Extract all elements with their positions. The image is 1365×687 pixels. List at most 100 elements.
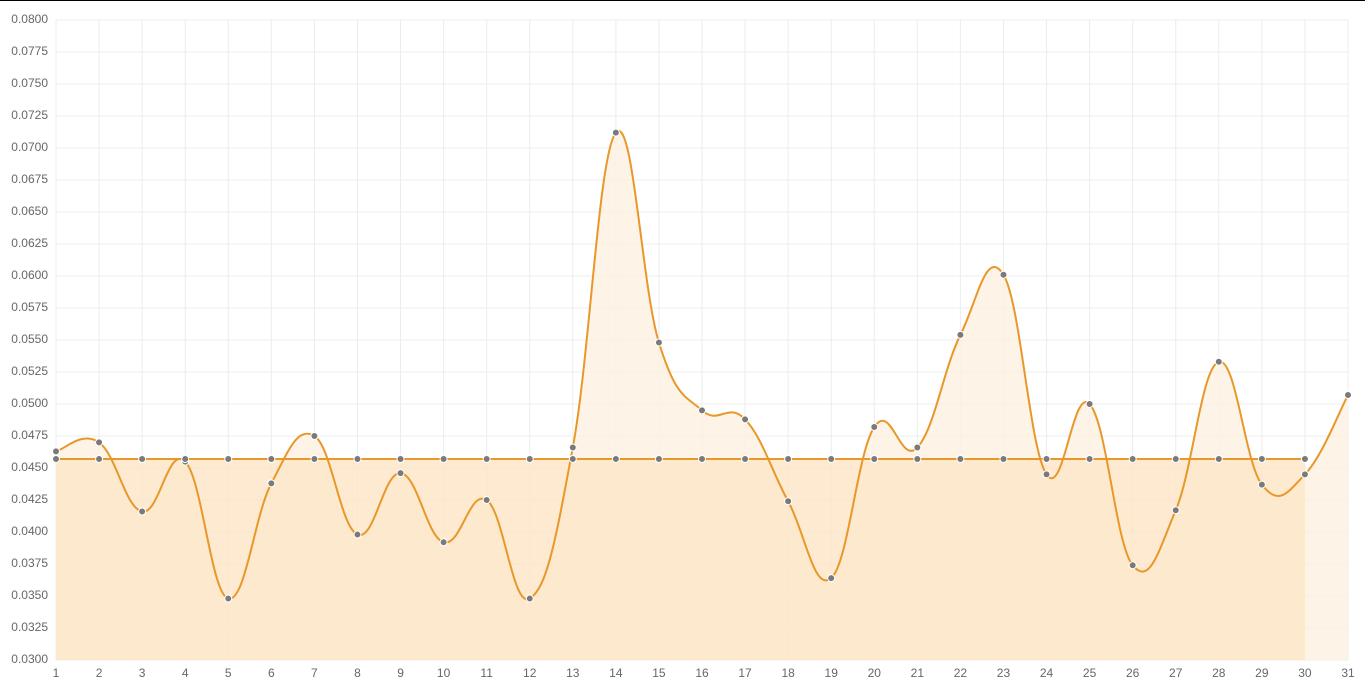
point [611, 455, 620, 464]
x-tick-label: 8 [354, 666, 361, 680]
point [827, 455, 836, 464]
point [396, 455, 405, 464]
x-tick-label: 9 [397, 666, 404, 680]
point [913, 455, 922, 464]
y-tick-label: 0.0525 [11, 364, 48, 378]
y-tick-label: 0.0625 [11, 236, 48, 250]
x-tick-label: 25 [1083, 666, 1097, 680]
point [741, 415, 750, 424]
point [999, 270, 1008, 279]
x-tick-label: 3 [139, 666, 146, 680]
point [224, 594, 233, 603]
point [913, 443, 922, 452]
x-tick-label: 12 [523, 666, 537, 680]
x-tick-label: 17 [738, 666, 752, 680]
x-tick-label: 24 [1040, 666, 1054, 680]
y-tick-label: 0.0350 [11, 588, 48, 602]
y-tick-label: 0.0750 [11, 76, 48, 90]
y-tick-label: 0.0475 [11, 428, 48, 442]
x-tick-label: 5 [225, 666, 232, 680]
point [956, 455, 965, 464]
x-tick-label: 2 [96, 666, 103, 680]
x-tick-label: 28 [1212, 666, 1226, 680]
y-tick-label: 0.0725 [11, 108, 48, 122]
y-tick-label: 0.0500 [11, 396, 48, 410]
point [1171, 506, 1180, 515]
point [568, 443, 577, 452]
point [353, 530, 362, 539]
point [224, 455, 233, 464]
point [138, 455, 147, 464]
x-tick-label: 14 [609, 666, 623, 680]
point [181, 455, 190, 464]
x-tick-label: 26 [1126, 666, 1140, 680]
point [784, 497, 793, 506]
point [1042, 455, 1051, 464]
point [1085, 455, 1094, 464]
point [1128, 455, 1137, 464]
point [1128, 561, 1137, 570]
x-tick-label: 27 [1169, 666, 1183, 680]
y-tick-label: 0.0600 [11, 268, 48, 282]
y-tick-label: 0.0325 [11, 620, 48, 634]
y-tick-label: 0.0650 [11, 204, 48, 218]
y-tick-label: 0.0800 [11, 12, 48, 26]
x-tick-label: 22 [954, 666, 968, 680]
point [1300, 455, 1309, 464]
y-tick-label: 0.0775 [11, 44, 48, 58]
point [52, 455, 60, 464]
x-tick-label: 7 [311, 666, 318, 680]
point [654, 338, 663, 347]
area [56, 459, 1305, 660]
point [353, 455, 362, 464]
point [1214, 455, 1223, 464]
point [439, 538, 448, 547]
x-tick-label: 15 [652, 666, 666, 680]
point [482, 496, 491, 504]
point [1257, 455, 1266, 464]
point [956, 330, 965, 339]
point [827, 574, 836, 583]
x-tick-label: 29 [1255, 666, 1269, 680]
point [741, 455, 750, 464]
point [310, 455, 319, 464]
x-tick-label: 10 [437, 666, 451, 680]
y-tick-label: 0.0700 [11, 140, 48, 154]
y-tick-label: 0.0375 [11, 556, 48, 570]
y-tick-label: 0.0675 [11, 172, 48, 186]
x-tick-label: 30 [1298, 666, 1312, 680]
point [95, 438, 104, 447]
point [568, 455, 577, 464]
point [1300, 470, 1309, 479]
y-tick-label: 0.0300 [11, 652, 48, 666]
point [1214, 357, 1223, 366]
x-tick-label: 16 [695, 666, 709, 680]
point [784, 455, 793, 464]
x-tick-label: 31 [1341, 666, 1355, 680]
point [654, 455, 663, 464]
point [525, 594, 534, 603]
point [310, 432, 319, 440]
x-tick-label: 13 [566, 666, 580, 680]
point [1257, 480, 1266, 489]
x-tick-label: 11 [480, 666, 493, 680]
point [1042, 470, 1051, 479]
point [698, 406, 706, 415]
point [396, 469, 405, 478]
point [52, 447, 60, 456]
point [698, 455, 706, 464]
point [267, 479, 276, 488]
point [999, 455, 1008, 464]
point [439, 455, 448, 464]
point [482, 455, 491, 464]
y-tick-label: 0.0400 [11, 524, 48, 538]
point [525, 455, 534, 464]
point [870, 423, 879, 432]
x-tick-label: 20 [868, 666, 882, 680]
point [1085, 400, 1094, 408]
x-tick-label: 18 [781, 666, 795, 680]
x-tick-label: 23 [997, 666, 1011, 680]
point [95, 455, 104, 464]
point [870, 455, 879, 464]
x-tick-label: 4 [182, 666, 189, 680]
